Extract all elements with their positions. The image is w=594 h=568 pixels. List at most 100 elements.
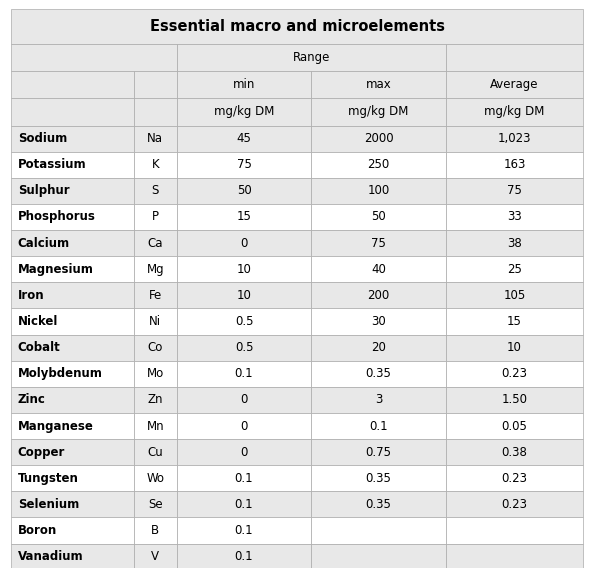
Text: 0.1: 0.1 [235, 498, 254, 511]
Bar [11, 544, 134, 568]
Text: 38: 38 [507, 237, 522, 249]
Bar [11, 335, 134, 361]
Bar [11, 44, 177, 71]
Text: Zn: Zn [147, 394, 163, 406]
Text: Phosphorus: Phosphorus [18, 211, 96, 223]
Text: 30: 30 [371, 315, 386, 328]
Text: V: V [151, 550, 159, 563]
Text: S: S [151, 185, 159, 197]
Text: Wo: Wo [146, 472, 165, 485]
Text: 1.50: 1.50 [501, 394, 527, 406]
Bar [311, 204, 446, 230]
Bar [311, 387, 446, 413]
Bar [134, 361, 177, 387]
Text: mg/kg DM: mg/kg DM [214, 106, 274, 118]
Bar [11, 178, 134, 204]
Bar [177, 439, 311, 465]
Text: Co: Co [147, 341, 163, 354]
Bar [177, 256, 311, 282]
Text: 0.23: 0.23 [501, 472, 527, 485]
Bar [11, 465, 134, 491]
Bar [134, 178, 177, 204]
Text: mg/kg DM: mg/kg DM [349, 106, 409, 118]
Bar [11, 230, 134, 256]
Bar [11, 126, 134, 152]
Bar [446, 126, 583, 152]
Text: 33: 33 [507, 211, 522, 223]
Text: 50: 50 [371, 211, 386, 223]
Text: 2000: 2000 [364, 132, 393, 145]
Bar [446, 308, 583, 335]
Bar [11, 413, 134, 439]
Bar [11, 98, 134, 126]
Text: 45: 45 [236, 132, 251, 145]
Text: P: P [152, 211, 159, 223]
Text: Sodium: Sodium [18, 132, 67, 145]
Text: 100: 100 [368, 185, 390, 197]
Text: 0.35: 0.35 [366, 367, 391, 380]
Bar [311, 439, 446, 465]
Bar [311, 517, 446, 544]
Text: 40: 40 [371, 263, 386, 275]
Bar [446, 282, 583, 308]
Bar [177, 335, 311, 361]
Bar [177, 282, 311, 308]
Text: Iron: Iron [18, 289, 45, 302]
Bar [177, 544, 311, 568]
Text: 0.05: 0.05 [502, 420, 527, 432]
Text: 10: 10 [507, 341, 522, 354]
Text: Mg: Mg [147, 263, 164, 275]
Text: 1,023: 1,023 [498, 132, 532, 145]
Bar [177, 152, 311, 178]
Text: Nickel: Nickel [18, 315, 58, 328]
Bar [177, 98, 311, 126]
Bar [446, 439, 583, 465]
Bar [446, 465, 583, 491]
Bar [446, 230, 583, 256]
Bar [311, 361, 446, 387]
Text: 0.5: 0.5 [235, 341, 253, 354]
Bar [311, 98, 446, 126]
Bar [11, 517, 134, 544]
Text: 0: 0 [241, 446, 248, 458]
Bar [177, 465, 311, 491]
Text: 163: 163 [503, 158, 526, 171]
Bar [11, 387, 134, 413]
Text: Essential macro and microelements: Essential macro and microelements [150, 19, 444, 34]
Text: 75: 75 [507, 185, 522, 197]
Bar [311, 491, 446, 517]
Text: 0.35: 0.35 [366, 472, 391, 485]
Text: 75: 75 [236, 158, 251, 171]
Text: Potassium: Potassium [18, 158, 87, 171]
Text: 0.75: 0.75 [365, 446, 391, 458]
Bar [134, 491, 177, 517]
Text: Zinc: Zinc [18, 394, 46, 406]
Bar [446, 178, 583, 204]
Bar [177, 387, 311, 413]
Text: 0.35: 0.35 [366, 498, 391, 511]
Bar [134, 387, 177, 413]
Text: Cobalt: Cobalt [18, 341, 61, 354]
Bar [134, 544, 177, 568]
Text: Na: Na [147, 132, 163, 145]
Bar [446, 335, 583, 361]
Text: 0.23: 0.23 [501, 498, 527, 511]
Bar [177, 204, 311, 230]
Text: max: max [366, 78, 391, 91]
Bar [134, 126, 177, 152]
Bar [11, 9, 583, 44]
Bar [134, 413, 177, 439]
Bar [311, 230, 446, 256]
Bar [311, 465, 446, 491]
Bar [11, 361, 134, 387]
Bar [311, 282, 446, 308]
Bar [134, 517, 177, 544]
Bar [134, 465, 177, 491]
Bar [177, 44, 446, 71]
Bar [11, 152, 134, 178]
Bar [134, 282, 177, 308]
Text: Boron: Boron [18, 524, 57, 537]
Bar [311, 544, 446, 568]
Bar [134, 204, 177, 230]
Text: 250: 250 [368, 158, 390, 171]
